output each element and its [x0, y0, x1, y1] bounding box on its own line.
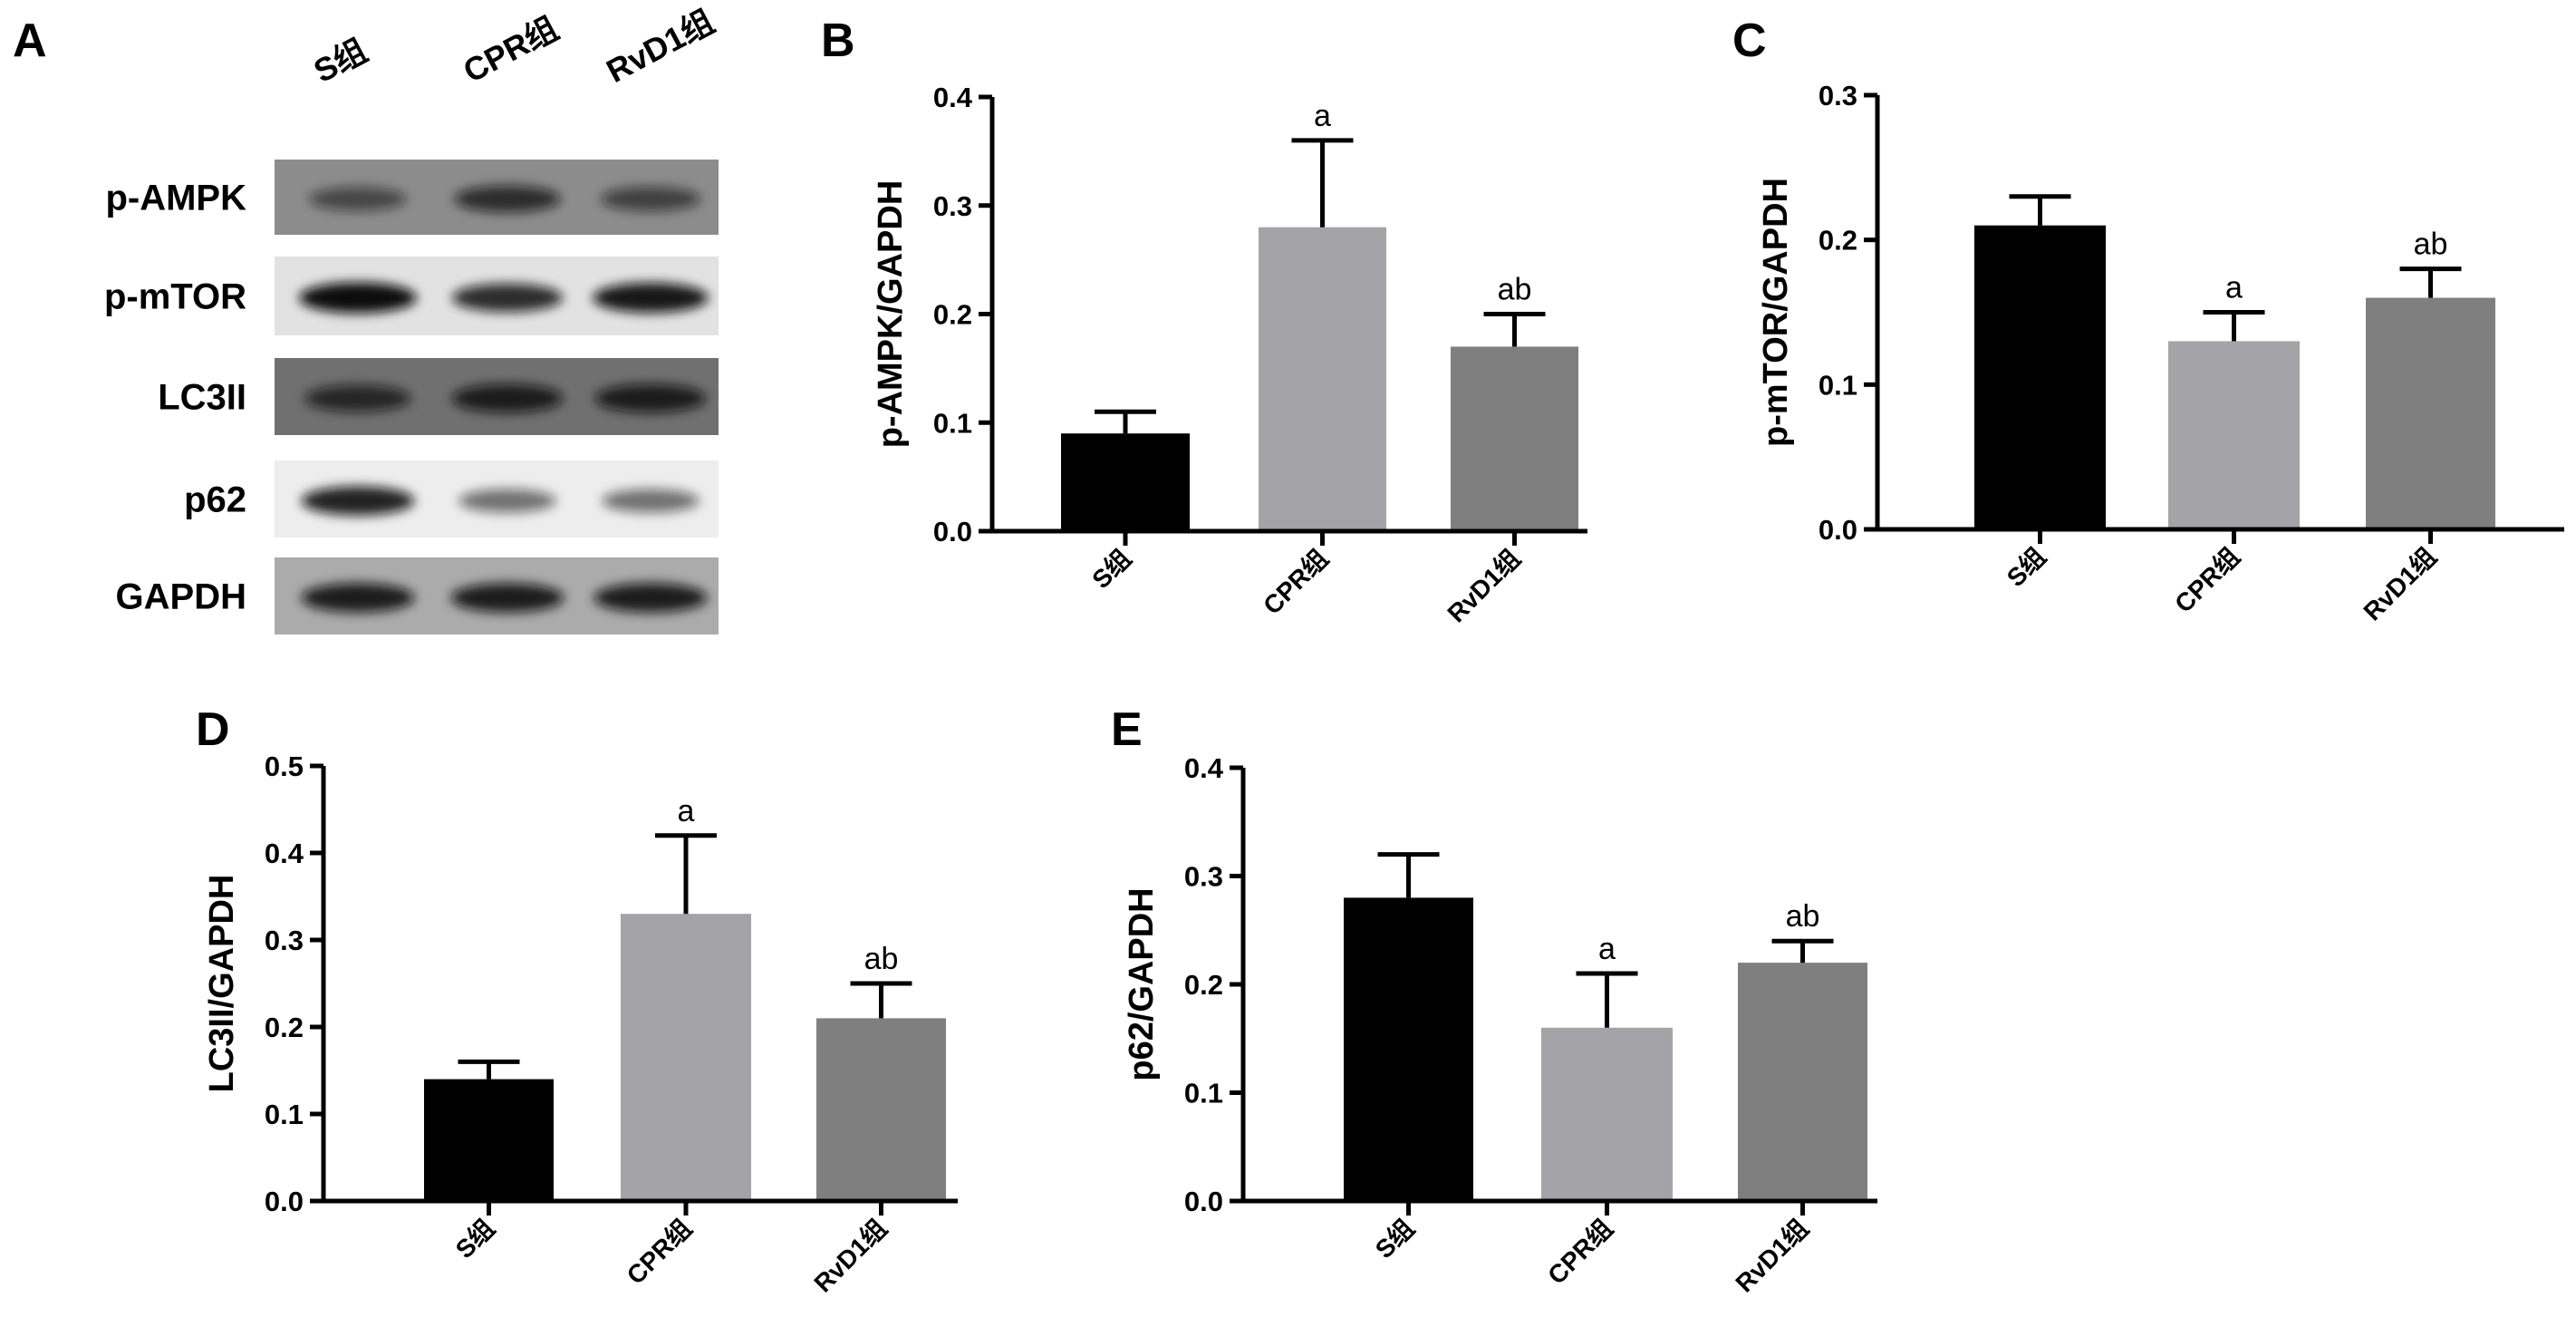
significance-label: ab	[864, 942, 899, 976]
blot-band	[451, 283, 564, 313]
y-tick-label: 0.4	[265, 838, 304, 869]
blot-row-label: p-AMPK	[105, 179, 246, 218]
blot-row: p62	[184, 460, 719, 538]
bar	[1344, 897, 1473, 1201]
bar	[816, 1018, 946, 1201]
y-tick-label: 0.3	[1184, 861, 1223, 893]
blot-band	[301, 583, 415, 613]
x-tick-label: S组	[450, 1214, 500, 1264]
y-tick-label: 0.2	[265, 1012, 304, 1043]
bar	[1738, 963, 1867, 1201]
blot-row: p-mTOR	[104, 257, 719, 335]
blot-band	[451, 383, 564, 413]
y-tick-label: 0.4	[933, 82, 973, 113]
bar	[1061, 433, 1190, 531]
x-tick-label: S组	[1370, 1214, 1420, 1264]
y-tick-label: 0.1	[265, 1099, 304, 1130]
x-tick-label: S组	[2002, 542, 2051, 592]
blot-band	[454, 185, 561, 213]
significance-label: a	[678, 794, 695, 828]
blot-band	[594, 383, 707, 413]
y-tick-label: 0.5	[265, 751, 304, 782]
blot-band	[593, 282, 709, 314]
y-axis-label: LC3II/GAPDH	[203, 875, 241, 1093]
y-tick-label: 0.0	[1819, 514, 1857, 546]
bar	[621, 914, 751, 1201]
y-tick-label: 0.3	[933, 190, 972, 222]
blot-row-label: p62	[184, 480, 246, 520]
bar	[1541, 1027, 1673, 1201]
chart-panel-c: S组 a CPR组 ab RvD1组 0.0 0.1 0.2 0.3 p-mTOR/GAPDH	[1757, 80, 2564, 626]
panel-label-e: E	[1111, 703, 1143, 756]
x-tick-label: S组	[1086, 544, 1136, 594]
significance-label: a	[2225, 271, 2243, 305]
blot-band	[309, 187, 407, 211]
x-tick-label: RvD1组	[2358, 542, 2441, 625]
y-tick-label: 0.2	[1819, 225, 1857, 257]
y-axis-label: p62/GAPDH	[1123, 887, 1161, 1080]
y-tick-label: 0.1	[1819, 369, 1857, 401]
y-axis-label: p-mTOR/GAPDH	[1757, 178, 1795, 447]
y-tick-label: 0.3	[1819, 80, 1857, 111]
significance-label: ab	[1498, 273, 1532, 307]
significance-label: ab	[2414, 228, 2448, 262]
bar	[424, 1079, 554, 1201]
x-tick-label: CPR组	[2169, 542, 2245, 618]
y-tick-label: 0.1	[933, 407, 972, 439]
x-tick-label: RvD1组	[808, 1214, 892, 1297]
blot-band	[304, 384, 411, 412]
bar	[1451, 346, 1578, 531]
bar-charts: S组 a CPR组 ab RvD1组 0.0 0.1 0.2 0.3 0.4 p-AMPK/GAPD…	[203, 80, 2564, 1298]
y-tick-label: 0.1	[1184, 1078, 1223, 1109]
y-tick-label: 0.0	[1184, 1186, 1223, 1217]
western-blot: S组 CPR组 RvD1组 p-AMPK p-mTOR LC3II p62 GAPDH	[104, 3, 720, 634]
blot-band	[602, 489, 699, 513]
significance-label: ab	[1786, 899, 1820, 934]
x-tick-label: CPR组	[1542, 1214, 1618, 1290]
significance-label: a	[1314, 99, 1331, 133]
y-tick-label: 0.0	[933, 516, 972, 547]
blot-row: p-AMPK	[105, 160, 719, 235]
bar	[2366, 297, 2495, 529]
x-tick-label: RvD1组	[1730, 1214, 1813, 1297]
y-tick-label: 0.2	[1184, 969, 1223, 1001]
blot-row: GAPDH	[116, 557, 719, 634]
bar	[2168, 341, 2300, 529]
y-tick-label: 0.2	[933, 299, 972, 331]
blot-row-label: GAPDH	[116, 577, 246, 617]
bar	[1259, 227, 1386, 531]
y-axis-label: p-AMPK/GAPDH	[872, 180, 910, 449]
blot-band	[301, 486, 415, 516]
blot-band	[299, 282, 417, 314]
significance-label: a	[1598, 932, 1616, 966]
x-tick-label: CPR组	[1258, 544, 1334, 620]
lane-label: S组	[308, 32, 373, 90]
lane-label: CPR组	[458, 9, 564, 90]
panel-label-a: A	[13, 15, 47, 67]
chart-panel-b: S组 a CPR组 ab RvD1组 0.0 0.1 0.2 0.3 0.4 p-AMPK/GAPD…	[872, 82, 1587, 628]
bar	[1974, 225, 2106, 529]
x-tick-label: RvD1组	[1442, 544, 1525, 627]
y-tick-label: 0.0	[265, 1186, 304, 1217]
panel-label-c: C	[1732, 15, 1767, 67]
chart-panel-d: S组 a CPR组 ab RvD1组 0.0 0.1 0.2 0.3 0.4 0.5 LC3II/GA…	[203, 751, 958, 1298]
chart-panel-e: S组 a CPR组 ab RvD1组 0.0 0.1 0.2 0.3 0.4 p62/GAPDH	[1123, 752, 1877, 1298]
blot-row-label: p-mTOR	[104, 277, 246, 317]
blot-band	[450, 583, 564, 613]
blot-row: LC3II	[158, 358, 719, 435]
blot-row-label: LC3II	[158, 378, 246, 418]
panel-label-d: D	[196, 703, 230, 756]
blot-band	[458, 489, 556, 513]
y-tick-label: 0.4	[1184, 752, 1224, 784]
panel-label-b: B	[821, 15, 855, 67]
y-tick-label: 0.3	[265, 925, 304, 956]
blot-band	[601, 187, 700, 211]
lane-label: RvD1组	[601, 3, 720, 90]
blot-band	[593, 583, 708, 613]
x-tick-label: CPR组	[622, 1214, 698, 1290]
